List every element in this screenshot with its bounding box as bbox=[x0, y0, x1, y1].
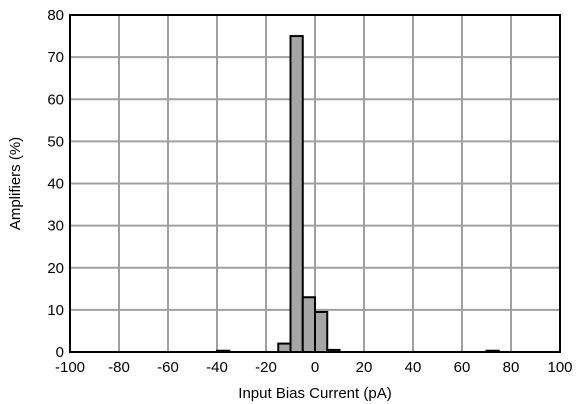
bars bbox=[216, 35, 500, 354]
y-tick-label: 0 bbox=[56, 344, 64, 361]
y-axis-title: Amplifiers (%) bbox=[7, 137, 24, 230]
y-tick-label: 80 bbox=[47, 7, 64, 24]
y-tick-label: 60 bbox=[47, 91, 64, 108]
x-tick-labels: -100 -80 -60 -40 -20 0 20 40 60 80 100 bbox=[55, 359, 573, 376]
x-tick-label: 20 bbox=[356, 359, 373, 376]
y-tick-label: 10 bbox=[47, 302, 64, 319]
x-tick-label: 80 bbox=[503, 359, 520, 376]
plot-frame bbox=[69, 14, 561, 353]
y-tick-label: 20 bbox=[47, 260, 64, 277]
x-tick-label: -60 bbox=[157, 359, 179, 376]
y-tick-labels: 0 10 20 30 40 50 60 70 80 bbox=[47, 7, 64, 361]
y-tick-label: 40 bbox=[47, 176, 64, 193]
x-tick-label: -80 bbox=[108, 359, 130, 376]
y-tick-label: 70 bbox=[47, 49, 64, 66]
y-tick-label: 50 bbox=[47, 133, 64, 150]
histogram-bar bbox=[289, 35, 304, 353]
histogram-bar bbox=[314, 310, 329, 354]
x-tick-label: -20 bbox=[255, 359, 277, 376]
histogram-bar bbox=[277, 342, 292, 354]
histogram-bar bbox=[301, 296, 316, 353]
x-tick-label: 60 bbox=[454, 359, 471, 376]
y-tick-label: 30 bbox=[47, 218, 64, 235]
x-axis-title: Input Bias Current (pA) bbox=[238, 385, 391, 402]
x-tick-label: 100 bbox=[547, 359, 572, 376]
x-tick-label: 40 bbox=[405, 359, 422, 376]
x-tick-label: -40 bbox=[206, 359, 228, 376]
x-tick-label: -100 bbox=[55, 359, 85, 376]
x-tick-label: 0 bbox=[311, 359, 319, 376]
